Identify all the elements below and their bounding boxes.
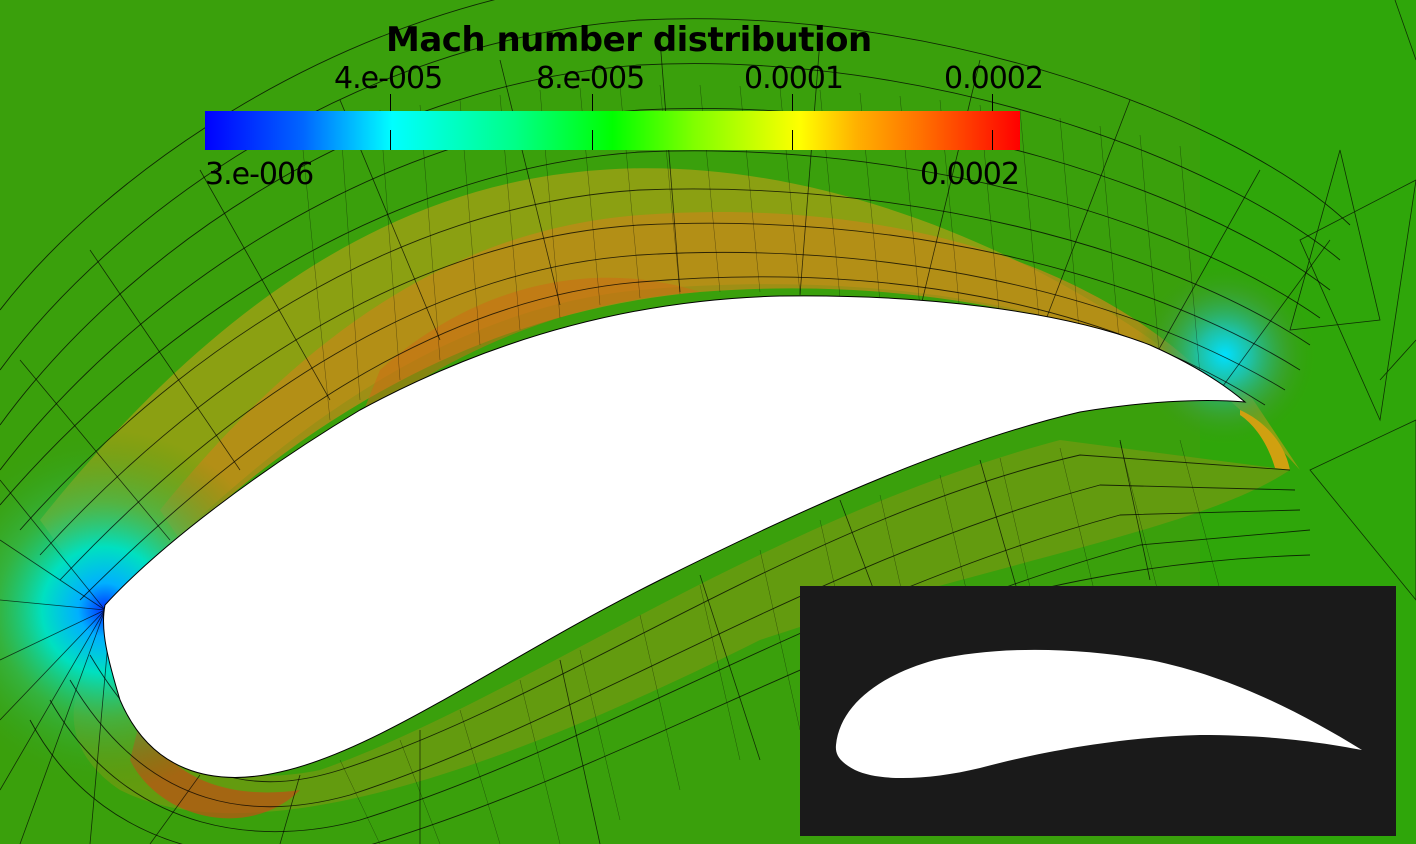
colorbar-tick-label: 8.e-005 <box>536 61 645 96</box>
colorbar-max-label: 0.0002 <box>920 157 1020 192</box>
colorbar-tick-label: 0.0001 <box>744 61 844 96</box>
colorbar-min-label: 3.e-006 <box>205 157 314 192</box>
colorbar-tickmark <box>792 130 793 150</box>
colorbar-tickmark <box>992 94 993 114</box>
colorbar-tickmark <box>592 94 593 114</box>
colorbar-tickmark <box>592 130 593 150</box>
colorbar-tick-label: 4.e-005 <box>334 61 443 96</box>
colorbar-tickmark <box>390 94 391 114</box>
colorbar-tickmark <box>390 130 391 150</box>
colorbar-tickmark <box>992 130 993 150</box>
colorbar-title: Mach number distribution <box>386 20 872 60</box>
colorbar-tick-label: 0.0002 <box>944 61 1044 96</box>
inset-airfoil <box>835 649 1362 779</box>
colorbar-tickmark <box>792 94 793 114</box>
airfoil-body <box>102 295 1247 778</box>
pressure-side-band <box>73 440 1290 814</box>
colorbar-gradient[interactable] <box>205 111 1020 150</box>
